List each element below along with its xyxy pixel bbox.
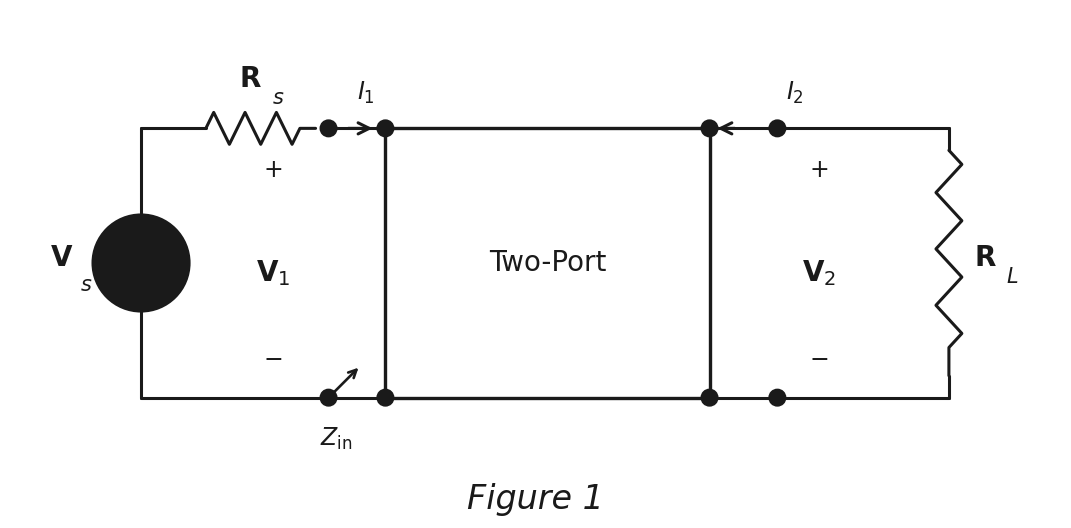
Circle shape xyxy=(321,121,336,136)
Text: −: − xyxy=(263,348,283,372)
Text: +: + xyxy=(132,238,150,258)
Circle shape xyxy=(703,121,716,136)
Text: $\mathit{L}$: $\mathit{L}$ xyxy=(1006,267,1019,287)
Text: Figure 1: Figure 1 xyxy=(467,483,604,516)
Text: $\mathbf{R}$: $\mathbf{R}$ xyxy=(239,65,262,93)
Text: $\mathit{s}$: $\mathit{s}$ xyxy=(272,88,285,108)
Text: $I_1$: $I_1$ xyxy=(357,80,375,107)
Text: +: + xyxy=(263,158,283,182)
Text: $Z_{\mathrm{in}}$: $Z_{\mathrm{in}}$ xyxy=(320,426,352,452)
Text: $\mathbf{V}_1$: $\mathbf{V}_1$ xyxy=(256,258,290,288)
Text: $\mathbf{V}_2$: $\mathbf{V}_2$ xyxy=(802,258,836,288)
Circle shape xyxy=(321,390,336,405)
Circle shape xyxy=(378,390,393,405)
Text: $\mathbf{V}$: $\mathbf{V}$ xyxy=(49,244,73,272)
Text: $\mathit{s}$: $\mathit{s}$ xyxy=(80,275,92,295)
Circle shape xyxy=(770,121,785,136)
Text: Two-Port: Two-Port xyxy=(488,249,606,277)
Circle shape xyxy=(93,215,188,311)
Text: −: − xyxy=(133,269,150,289)
Bar xyxy=(386,128,710,398)
Circle shape xyxy=(770,390,785,405)
Circle shape xyxy=(703,390,716,405)
Circle shape xyxy=(378,121,393,136)
Text: $\mathbf{R}$: $\mathbf{R}$ xyxy=(974,244,997,272)
Text: +: + xyxy=(810,158,829,182)
Text: −: − xyxy=(810,348,829,372)
Text: $I_2$: $I_2$ xyxy=(786,80,804,107)
